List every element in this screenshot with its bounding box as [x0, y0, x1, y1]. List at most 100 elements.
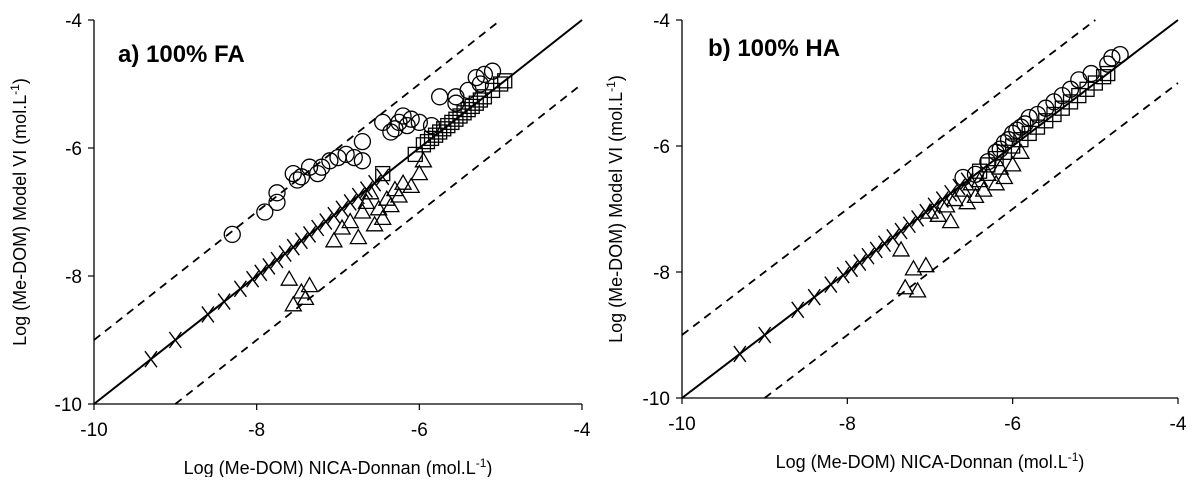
data-point-cross: [359, 181, 374, 199]
data-point-cross: [861, 247, 875, 265]
data-point-triangle: [962, 174, 981, 191]
data-point-square: [1038, 113, 1054, 129]
data-point-cross: [319, 213, 333, 231]
panel-b: -10 -8 -6 -4 -10 -8 -6 -4 b) 100% HA Log (Me-DOM)…: [604, 11, 1187, 472]
data-point-triangle: [978, 165, 997, 182]
x-tick-label: -8: [248, 420, 265, 441]
data-point-triangle: [349, 228, 368, 245]
data-point-cross: [368, 174, 382, 192]
x-axis-label-close: ): [1078, 452, 1084, 472]
y-tick-label: -8: [653, 263, 670, 284]
data-point-triangle: [402, 177, 421, 194]
data-point-triangle: [966, 187, 985, 204]
data-point-circle: [345, 148, 363, 167]
data-point-triangle: [393, 173, 413, 190]
data-point-triangle: [1003, 155, 1022, 172]
data-point-cross: [294, 232, 308, 250]
data-point-circle: [268, 184, 286, 202]
data-point-cross: [302, 225, 317, 243]
data-point-square: [1062, 94, 1079, 110]
data-point-square: [493, 76, 509, 92]
data-point-cross: [952, 178, 966, 196]
data-point-triangle: [916, 256, 935, 273]
data-point-cross: [335, 200, 349, 218]
data-point-cross: [844, 260, 859, 278]
data-point-circle: [353, 132, 372, 151]
data-point-cross: [144, 350, 158, 368]
data-point-triangle: [891, 240, 911, 257]
dashed-bound-line: [681, 19, 1096, 336]
y-axis-label-close: ): [10, 78, 30, 84]
data-point-cross: [376, 168, 390, 186]
data-point-square: [988, 150, 1004, 167]
data-point-cross: [824, 276, 838, 294]
dashed-bound-line: [174, 83, 583, 405]
data-point-square: [971, 163, 988, 179]
panel-label: b) 100% HA: [708, 35, 840, 62]
x-axis-label-superscript: -1: [476, 456, 487, 470]
data-point-cross: [877, 235, 892, 253]
data-point-triangle: [377, 189, 396, 206]
data-point-circle: [1082, 64, 1100, 83]
y-axis-label-text: Log (Me-DOM) Model VI (mol.L: [606, 92, 626, 343]
y-axis-label-close: ): [606, 75, 626, 81]
data-point-triangle: [414, 151, 433, 168]
x-axis-label-text: Log (Me-DOM) NICA-Donnan (mol.L: [776, 452, 1068, 472]
panel-a: -10 -8 -6 -4 -10 -8 -6 -4 a) 100% FA Log (Me-DOM)…: [8, 11, 591, 478]
data-point-cross: [201, 305, 215, 323]
data-point-cross: [869, 241, 883, 259]
data-point-cross: [758, 326, 772, 344]
data-point-circle: [475, 65, 494, 84]
data-point-cross: [286, 238, 300, 256]
data-point-cross: [919, 203, 933, 221]
x-tick-label: -4: [1170, 414, 1187, 435]
data-point-triangle: [353, 202, 372, 219]
x-tick-label: -6: [1004, 414, 1021, 435]
data-point-square: [1054, 100, 1070, 116]
data-point-cross: [807, 288, 821, 306]
x-axis-label-text: Log (Me-DOM) NICA-Donnan (mol.L: [184, 458, 476, 477]
data-point-triangle: [929, 205, 948, 222]
data-point-cross: [278, 245, 292, 263]
data-point-square: [996, 144, 1013, 160]
x-tick-label: -6: [411, 420, 428, 441]
data-point-cross: [927, 197, 941, 215]
data-point-square: [1021, 125, 1037, 142]
y-tick-label: -4: [653, 11, 670, 32]
data-point-circle: [394, 107, 412, 125]
x-tick-label: -10: [668, 414, 695, 435]
data-point-triangle: [958, 193, 977, 210]
y-tick-label: -6: [65, 139, 82, 160]
data-point-square: [1029, 119, 1046, 135]
y-tick-label: -8: [65, 267, 82, 288]
data-point-cross: [853, 254, 867, 271]
data-point-circle: [402, 110, 420, 128]
data-point-cross: [351, 187, 365, 205]
data-point-triangle: [937, 196, 956, 213]
x-axis-label: Log (Me-DOM) NICA-Donnan (mol.L-1): [184, 456, 493, 477]
data-point-circle: [288, 171, 306, 189]
data-point-triangle: [896, 278, 915, 295]
y-axis-label: Log (Me-DOM) Model VI (mol.L-1): [604, 75, 626, 343]
data-point-cross: [944, 184, 958, 202]
one-to-one-line: [93, 19, 583, 405]
data-point-square: [497, 73, 513, 89]
y-axis-label-superscript: -1: [604, 81, 618, 92]
data-point-cross: [311, 219, 325, 237]
data-point-triangle: [369, 199, 388, 216]
data-point-triangle: [296, 289, 315, 306]
data-point-circle: [483, 62, 502, 80]
data-point-triangle: [410, 164, 429, 181]
data-point-square: [1013, 132, 1029, 148]
data-point-cross: [327, 206, 341, 224]
data-point-circle: [268, 193, 286, 212]
y-tick-label: -10: [643, 389, 670, 410]
data-point-circle: [431, 88, 449, 106]
x-tick-label: -8: [839, 414, 856, 435]
data-point-triangle: [953, 180, 973, 197]
data-point-circle: [223, 225, 241, 244]
data-point-cross: [911, 210, 925, 227]
data-point-cross: [233, 280, 247, 298]
